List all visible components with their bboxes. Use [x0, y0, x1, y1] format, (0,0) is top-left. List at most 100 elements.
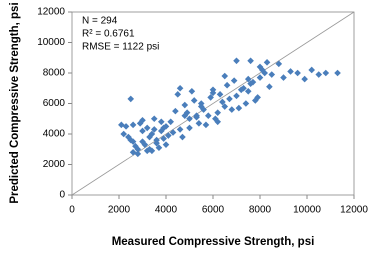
point	[167, 118, 174, 126]
point	[146, 133, 153, 141]
point	[120, 130, 127, 138]
point	[280, 74, 287, 81]
point	[322, 69, 330, 77]
point	[233, 92, 240, 100]
reference-line	[71, 11, 355, 196]
point	[193, 112, 200, 119]
point	[139, 127, 146, 135]
point	[240, 84, 247, 92]
annotation: RMSE = 1122 psi	[82, 42, 159, 53]
point	[214, 118, 221, 126]
point	[244, 88, 252, 95]
point	[242, 100, 250, 107]
point	[268, 71, 276, 78]
point	[261, 69, 268, 77]
x-tick-label: 12000	[340, 205, 368, 216]
point	[334, 69, 341, 77]
point	[139, 116, 146, 124]
point	[202, 121, 210, 129]
point	[221, 72, 229, 80]
point	[160, 135, 167, 142]
x-tick-label: 6000	[202, 205, 225, 216]
point	[186, 115, 193, 123]
point	[165, 132, 172, 139]
point	[235, 104, 243, 112]
point	[200, 106, 207, 113]
x-tick-label: 0	[69, 205, 75, 216]
y-tick-label: 12000	[37, 7, 65, 18]
point	[129, 149, 137, 156]
point	[209, 86, 217, 94]
point	[127, 95, 135, 103]
point	[259, 66, 266, 74]
point	[172, 107, 179, 115]
point	[136, 120, 144, 127]
point	[188, 88, 196, 95]
point	[219, 98, 226, 106]
point	[129, 138, 137, 145]
point	[176, 126, 184, 133]
x-axis-title: Measured Compressive Strength, psi	[112, 236, 315, 248]
point	[129, 121, 137, 129]
point	[223, 81, 231, 89]
point	[162, 141, 170, 148]
y-tick-label: 0	[59, 190, 65, 201]
point	[275, 60, 283, 68]
point	[214, 109, 221, 116]
point	[294, 69, 301, 77]
annotation: N = 294	[82, 16, 118, 27]
point	[308, 66, 315, 74]
point	[216, 91, 224, 98]
y-tick-label: 6000	[43, 98, 66, 109]
point	[146, 145, 153, 153]
point	[155, 144, 163, 152]
point	[179, 133, 186, 141]
point	[181, 112, 189, 119]
point	[207, 94, 214, 101]
point	[169, 129, 177, 136]
point	[118, 121, 125, 129]
point	[181, 101, 189, 109]
point	[228, 106, 236, 113]
point	[233, 57, 240, 65]
point	[197, 100, 205, 107]
point	[301, 75, 308, 83]
y-axis-title: Predicted Compressive Strength, psi	[9, 2, 21, 203]
point	[122, 123, 130, 130]
x-tick-label: 4000	[155, 205, 178, 216]
point	[226, 95, 233, 103]
point	[263, 59, 271, 66]
point	[254, 94, 261, 101]
point	[153, 136, 160, 144]
point	[150, 126, 158, 133]
point	[174, 91, 182, 98]
point	[176, 84, 184, 92]
y-tick-label: 8000	[43, 68, 66, 79]
point	[190, 97, 198, 104]
point	[186, 124, 193, 132]
point	[256, 74, 264, 81]
point	[134, 150, 142, 158]
point	[195, 120, 203, 127]
point	[221, 103, 229, 110]
point	[160, 124, 167, 132]
point	[141, 141, 149, 148]
point	[287, 68, 294, 75]
point	[230, 77, 238, 84]
annotation: R² = 0.6761	[82, 29, 135, 40]
point	[266, 83, 273, 91]
point	[125, 133, 132, 141]
point	[150, 115, 158, 123]
point	[143, 147, 151, 155]
point	[143, 124, 151, 132]
point	[158, 118, 165, 126]
point	[132, 142, 139, 150]
point	[237, 86, 245, 94]
point	[247, 57, 254, 65]
point	[315, 71, 323, 78]
x-tick-label: 2000	[108, 205, 131, 216]
point	[158, 127, 165, 135]
x-tick-label: 10000	[293, 205, 321, 216]
point	[249, 78, 257, 86]
